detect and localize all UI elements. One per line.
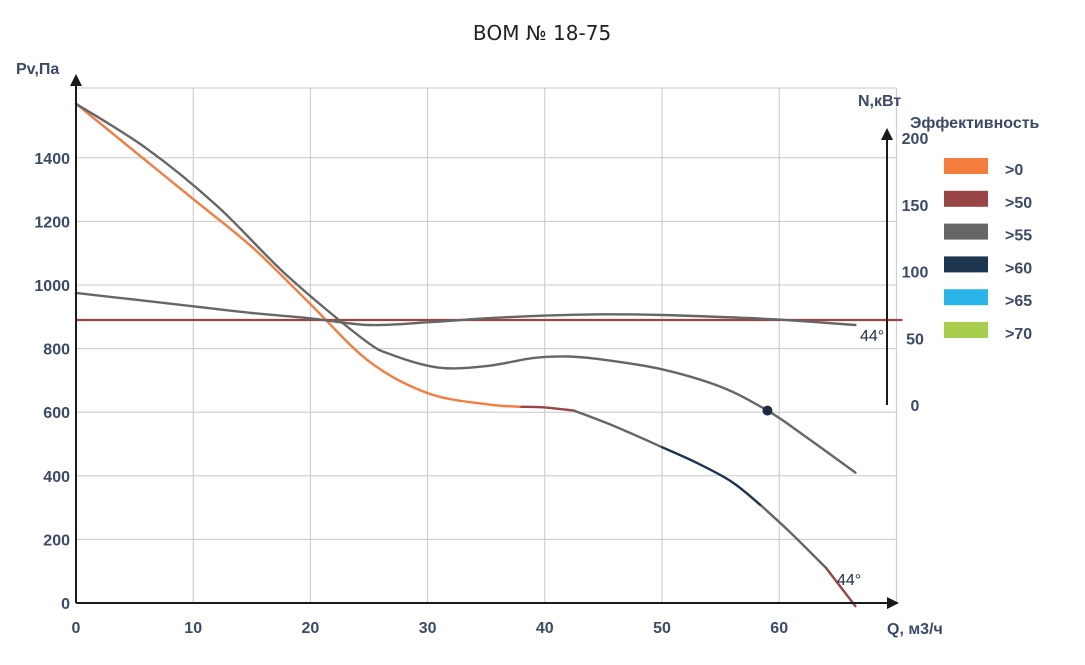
legend-swatch	[944, 322, 988, 338]
series-0-segment-1	[520, 405, 576, 412]
x-tick-label: 30	[419, 620, 437, 637]
y-tick-label: 600	[43, 405, 70, 422]
y-tick-label: 800	[43, 342, 70, 359]
y2-tick-label: 200	[902, 131, 929, 148]
series-2-segment-0	[74, 291, 857, 327]
axes	[70, 74, 899, 609]
legend-swatch	[944, 289, 988, 306]
y-tick-label: 200	[43, 532, 70, 549]
y2-axis-label: N,кВт	[858, 93, 901, 110]
legend-label: >60	[1005, 260, 1032, 277]
y-tick-label: 1000	[34, 278, 70, 295]
pressure-curve-annotation: 44°	[837, 572, 861, 589]
legend-label: >0	[1005, 162, 1023, 179]
y2-tick-label: 150	[902, 198, 929, 215]
y-tick-label: 400	[43, 469, 70, 486]
series-0-segment-3	[660, 446, 763, 508]
operating-point-marker	[762, 405, 773, 416]
chart-title: ВОМ № 18-75	[473, 21, 611, 45]
legend-swatch	[944, 190, 988, 207]
series-0-segment-0	[74, 102, 523, 408]
legend: >0 >50 >55 >60 >65 >70	[944, 158, 1032, 343]
markers	[762, 405, 773, 416]
series-0-segment-5	[824, 566, 857, 608]
x-tick-label: 0	[72, 620, 81, 637]
x-tick-label: 60	[770, 620, 788, 637]
legend-title: Эффективность	[910, 115, 1040, 132]
legend-swatch	[944, 158, 988, 174]
y2-tick-label: 0	[911, 398, 920, 415]
y-tick-label: 1200	[34, 214, 70, 231]
y2-tick-label: 100	[902, 265, 929, 282]
gridlines	[76, 87, 897, 603]
legend-label: >65	[1005, 293, 1032, 310]
x-tick-label: 50	[653, 620, 671, 637]
x-tick-label: 10	[184, 620, 202, 637]
annotations: 44° 44°	[837, 328, 884, 589]
x-axis-label: Q, м3/ч	[887, 621, 943, 638]
series-0-segment-2	[572, 409, 664, 449]
legend-label: >50	[1005, 195, 1032, 212]
legend-swatch	[944, 256, 988, 273]
legend-label: >70	[1005, 326, 1032, 343]
legend-swatch	[944, 223, 988, 240]
power-curve-annotation: 44°	[860, 328, 884, 345]
legend-label: >55	[1005, 228, 1032, 245]
tick-labels: 0 10 20 30 40 50 60020040060080010001200140005…	[34, 131, 928, 637]
x-tick-label: 20	[302, 620, 320, 637]
series-0-segment-4	[760, 504, 828, 570]
series-1-segment-0	[74, 102, 857, 474]
y-tick-label: 0	[61, 596, 70, 613]
y-axis-label: Pv,Па	[16, 61, 59, 78]
curves	[74, 102, 857, 608]
x-tick-label: 40	[536, 620, 554, 637]
y-tick-label: 1400	[34, 151, 70, 168]
y2-tick-label: 50	[906, 331, 924, 348]
